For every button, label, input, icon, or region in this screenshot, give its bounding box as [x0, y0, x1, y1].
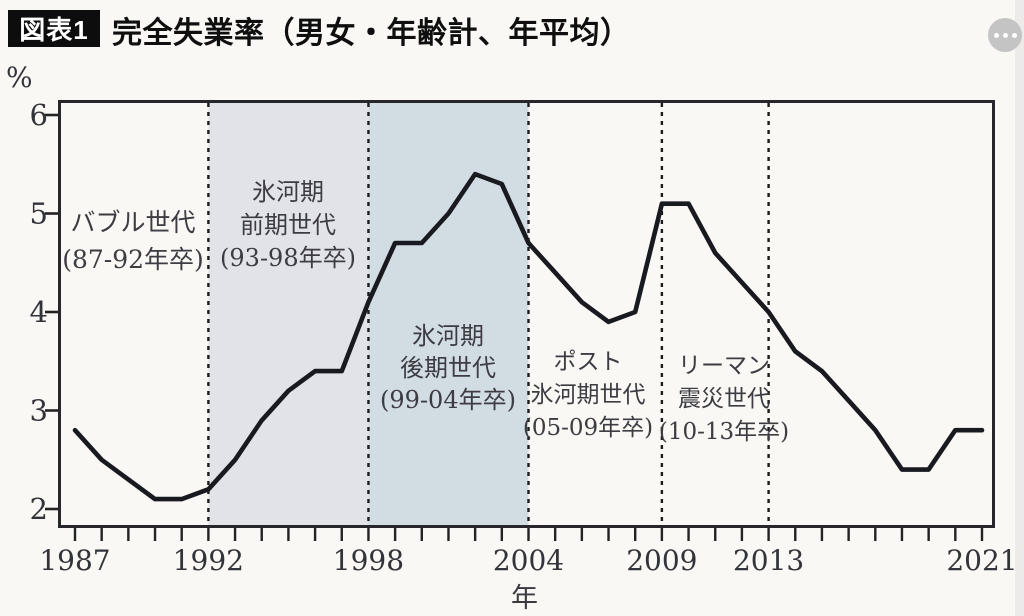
x-tick-label-2021: 2021	[946, 544, 1017, 577]
y-axis-unit-label: %	[6, 61, 33, 94]
ellipsis-icon	[993, 32, 1017, 38]
generation-label-5-line-1: リーマン	[677, 353, 770, 379]
x-tick-label-1987: 1987	[39, 544, 110, 577]
chart-header: 図表1 完全失業率（男女・年齢計、年平均）	[0, 0, 1024, 60]
plot-frame	[58, 100, 995, 528]
more-options-button[interactable]	[988, 18, 1022, 52]
generation-label-3-line-1: 氷河期	[411, 322, 484, 350]
y-tick-label-5: 5	[30, 197, 48, 231]
shaded-region-1998-2004	[368, 102, 529, 526]
generation-label-5-line-2: 震災世代	[677, 386, 770, 412]
x-axis-title: 年	[511, 583, 538, 614]
generation-label-2-line-1: 氷河期	[251, 178, 324, 206]
generation-label-4: ポスト氷河期世代 (05-09年卒)	[523, 346, 653, 445]
generation-label-4-line-3: (05-09年卒)	[522, 415, 654, 441]
generation-label-1: バブル世代 (87-92年卒)	[62, 204, 204, 278]
y-tick-label-6: 6	[30, 98, 48, 132]
shaded-region-1992-1998	[208, 102, 369, 526]
generation-label-1-line-1: バブル世代	[70, 208, 196, 237]
x-tick-label-1992: 1992	[173, 544, 244, 577]
x-tick-label-2013: 2013	[733, 544, 804, 577]
generation-label-1-line-2: (87-92年卒)	[62, 245, 204, 274]
page-title: 完全失業率（男女・年齢計、年平均）	[112, 17, 631, 50]
x-tick-label-1998: 1998	[333, 544, 404, 577]
generation-label-3-line-3: (99-04年卒)	[380, 386, 516, 414]
unemployment-rate-line	[72, 171, 985, 502]
generation-label-5: リーマン震災世代 (10-13年卒)	[659, 350, 789, 449]
figure-badge-label: 図表1	[19, 15, 89, 45]
generation-label-4-line-1: ポスト	[553, 349, 623, 375]
y-tick-label-4: 4	[30, 295, 48, 329]
y-tick-label-2: 2	[30, 492, 48, 526]
generation-label-4-line-2: 氷河期世代	[530, 382, 646, 408]
x-tick-label-2009: 2009	[626, 544, 697, 577]
generation-label-3: 氷河期後期世代 (99-04年卒)	[380, 320, 516, 416]
y-tick-label-3: 3	[30, 394, 48, 428]
generation-label-5-line-3: (10-13年卒)	[658, 419, 790, 445]
generation-label-2-line-3: (93-98年卒)	[220, 244, 356, 272]
generation-label-2: 氷河期前期世代 (93-98年卒)	[220, 176, 356, 275]
x-tick-label-2004: 2004	[493, 544, 564, 577]
figure-badge: 図表1	[8, 10, 100, 47]
generation-label-2-line-2: 前期世代	[239, 211, 336, 239]
right-edge-strip	[1015, 0, 1024, 616]
generation-label-3-line-2: 後期世代	[399, 354, 496, 382]
